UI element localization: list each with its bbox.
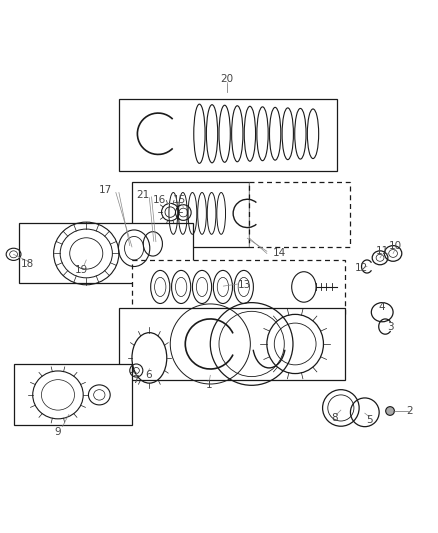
Text: 12: 12 <box>355 263 368 273</box>
Text: 1: 1 <box>206 380 213 390</box>
Text: 5: 5 <box>366 415 372 425</box>
Text: 9: 9 <box>55 427 61 437</box>
Ellipse shape <box>386 407 394 415</box>
Text: 10: 10 <box>389 240 402 251</box>
Polygon shape <box>119 308 345 379</box>
Text: 17: 17 <box>99 185 112 195</box>
Text: 13: 13 <box>238 280 251 290</box>
Polygon shape <box>132 260 345 313</box>
Text: 8: 8 <box>331 413 338 423</box>
Text: 6: 6 <box>145 370 152 381</box>
Text: 11: 11 <box>375 246 389 256</box>
Polygon shape <box>19 223 193 283</box>
Text: 21: 21 <box>136 190 149 200</box>
Text: 16: 16 <box>152 196 166 205</box>
Polygon shape <box>119 99 336 171</box>
Text: 4: 4 <box>379 302 385 312</box>
Text: 7: 7 <box>132 375 139 385</box>
Text: 20: 20 <box>220 75 233 84</box>
Text: 3: 3 <box>387 321 393 332</box>
Text: 19: 19 <box>74 264 88 274</box>
Text: 18: 18 <box>21 260 34 269</box>
Text: 15: 15 <box>172 196 186 205</box>
Text: 14: 14 <box>272 248 286 259</box>
Polygon shape <box>250 182 350 247</box>
Polygon shape <box>14 365 132 425</box>
Polygon shape <box>132 182 250 247</box>
Text: 2: 2 <box>406 406 413 416</box>
